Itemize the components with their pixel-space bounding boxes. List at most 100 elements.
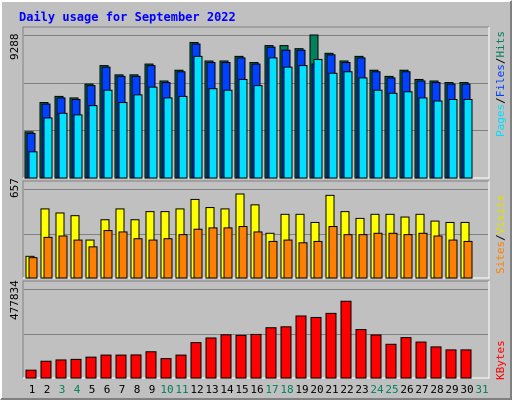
- bar-kbytes: [235, 334, 247, 379]
- bar-sites: [163, 238, 173, 279]
- bar-pages: [88, 105, 98, 179]
- x-tick-label: 14: [220, 383, 234, 396]
- x-tick-label: 15: [235, 383, 248, 396]
- bar-sites: [358, 234, 368, 279]
- legend-sites: Sites: [494, 241, 507, 274]
- bar-sites: [103, 230, 113, 279]
- bar-pages: [313, 58, 323, 179]
- bar-kbytes: [100, 354, 112, 379]
- bar-kbytes: [40, 360, 52, 379]
- legend-sep-1: /: [494, 97, 507, 104]
- x-tick-label: 16: [250, 383, 263, 396]
- legend-visits: Visits: [494, 195, 507, 235]
- x-tick-label: 17: [265, 383, 278, 396]
- bar-sites: [133, 238, 143, 279]
- bar-kbytes: [385, 343, 397, 379]
- bar-pages: [418, 97, 428, 179]
- x-tick-label: 8: [134, 383, 141, 396]
- bar-pages: [28, 151, 38, 179]
- bar-kbytes: [130, 354, 142, 379]
- bar-pages: [403, 91, 413, 179]
- bar-kbytes: [295, 315, 307, 379]
- bar-kbytes: [145, 351, 157, 379]
- legend-sep-2: /: [494, 58, 507, 65]
- bar-pages: [133, 94, 143, 179]
- bar-kbytes: [325, 312, 337, 379]
- bar-kbytes: [280, 326, 292, 379]
- x-tick-label: 4: [74, 383, 81, 396]
- bar-sites: [418, 232, 428, 279]
- bar-kbytes: [460, 349, 472, 379]
- ymax-label-visits: 657: [8, 178, 21, 198]
- bar-sites: [238, 226, 248, 279]
- bar-pages: [283, 66, 293, 179]
- x-tick-label: 18: [280, 383, 293, 396]
- x-tick-label: 13: [205, 383, 218, 396]
- x-tick-label: 11: [175, 383, 188, 396]
- bar-kbytes: [355, 329, 367, 379]
- x-tick-label: 28: [430, 383, 443, 396]
- bar-sites: [313, 240, 323, 279]
- x-tick-label: 10: [160, 383, 173, 396]
- bar-pages: [103, 89, 113, 179]
- bar-pages: [238, 78, 248, 179]
- bar-sites: [388, 232, 398, 279]
- bar-pages: [343, 71, 353, 179]
- bar-sites: [463, 240, 473, 279]
- bar-sites: [283, 239, 293, 279]
- bar-kbytes: [220, 334, 232, 379]
- bar-sites: [223, 227, 233, 279]
- bar-sites: [403, 234, 413, 279]
- bar-pages: [178, 95, 188, 179]
- legend-files: Files: [494, 64, 507, 97]
- legend-pages: Pages: [494, 104, 507, 137]
- legend-kbytes: KBytes: [494, 340, 507, 380]
- x-tick-label: 12: [190, 383, 203, 396]
- x-tick-label: 25: [385, 383, 398, 396]
- bar-sites: [178, 234, 188, 279]
- bar-sites: [73, 239, 83, 279]
- ymax-label-hits: 9288: [8, 34, 21, 61]
- bar-kbytes: [415, 341, 427, 379]
- bar-pages: [448, 98, 458, 179]
- bar-kbytes: [370, 334, 382, 379]
- bar-pages: [118, 102, 128, 179]
- bar-kbytes: [175, 354, 187, 379]
- x-tick-label: 21: [325, 383, 338, 396]
- x-tick-label: 22: [340, 383, 353, 396]
- x-tick-label: 29: [445, 383, 458, 396]
- x-tick-label: 30: [460, 383, 473, 396]
- x-tick-label: 19: [295, 383, 308, 396]
- bar-kbytes: [205, 337, 217, 379]
- bar-sites: [28, 257, 38, 279]
- bar-sites: [43, 236, 53, 279]
- bar-sites: [253, 231, 263, 279]
- bar-pages: [163, 97, 173, 179]
- x-tick-label: 6: [104, 383, 111, 396]
- bar-kbytes: [85, 356, 97, 379]
- panel-hits-files-pages: [22, 26, 490, 179]
- legend-hits-files-pages: Pages/Files/Hits: [494, 31, 507, 137]
- bar-sites: [58, 235, 68, 279]
- bar-pages: [208, 88, 218, 179]
- bar-pages: [298, 65, 308, 179]
- legend-hits: Hits: [494, 31, 507, 58]
- x-tick-label: 5: [89, 383, 96, 396]
- bar-sites: [208, 227, 218, 279]
- bar-kbytes: [160, 358, 172, 379]
- x-tick-label: 3: [59, 383, 66, 396]
- bar-kbytes: [25, 369, 37, 379]
- bar-kbytes: [55, 359, 67, 379]
- x-tick-label: 1: [29, 383, 36, 396]
- bar-sites: [268, 240, 278, 279]
- chart-title: Daily usage for September 2022: [19, 10, 236, 24]
- bar-pages: [58, 112, 68, 179]
- x-tick-label: 23: [355, 383, 368, 396]
- bar-sites: [298, 242, 308, 279]
- x-tick-label: 9: [149, 383, 156, 396]
- x-tick-label: 20: [310, 383, 323, 396]
- bar-sites: [448, 239, 458, 279]
- bar-pages: [253, 85, 263, 179]
- bar-kbytes: [190, 342, 202, 379]
